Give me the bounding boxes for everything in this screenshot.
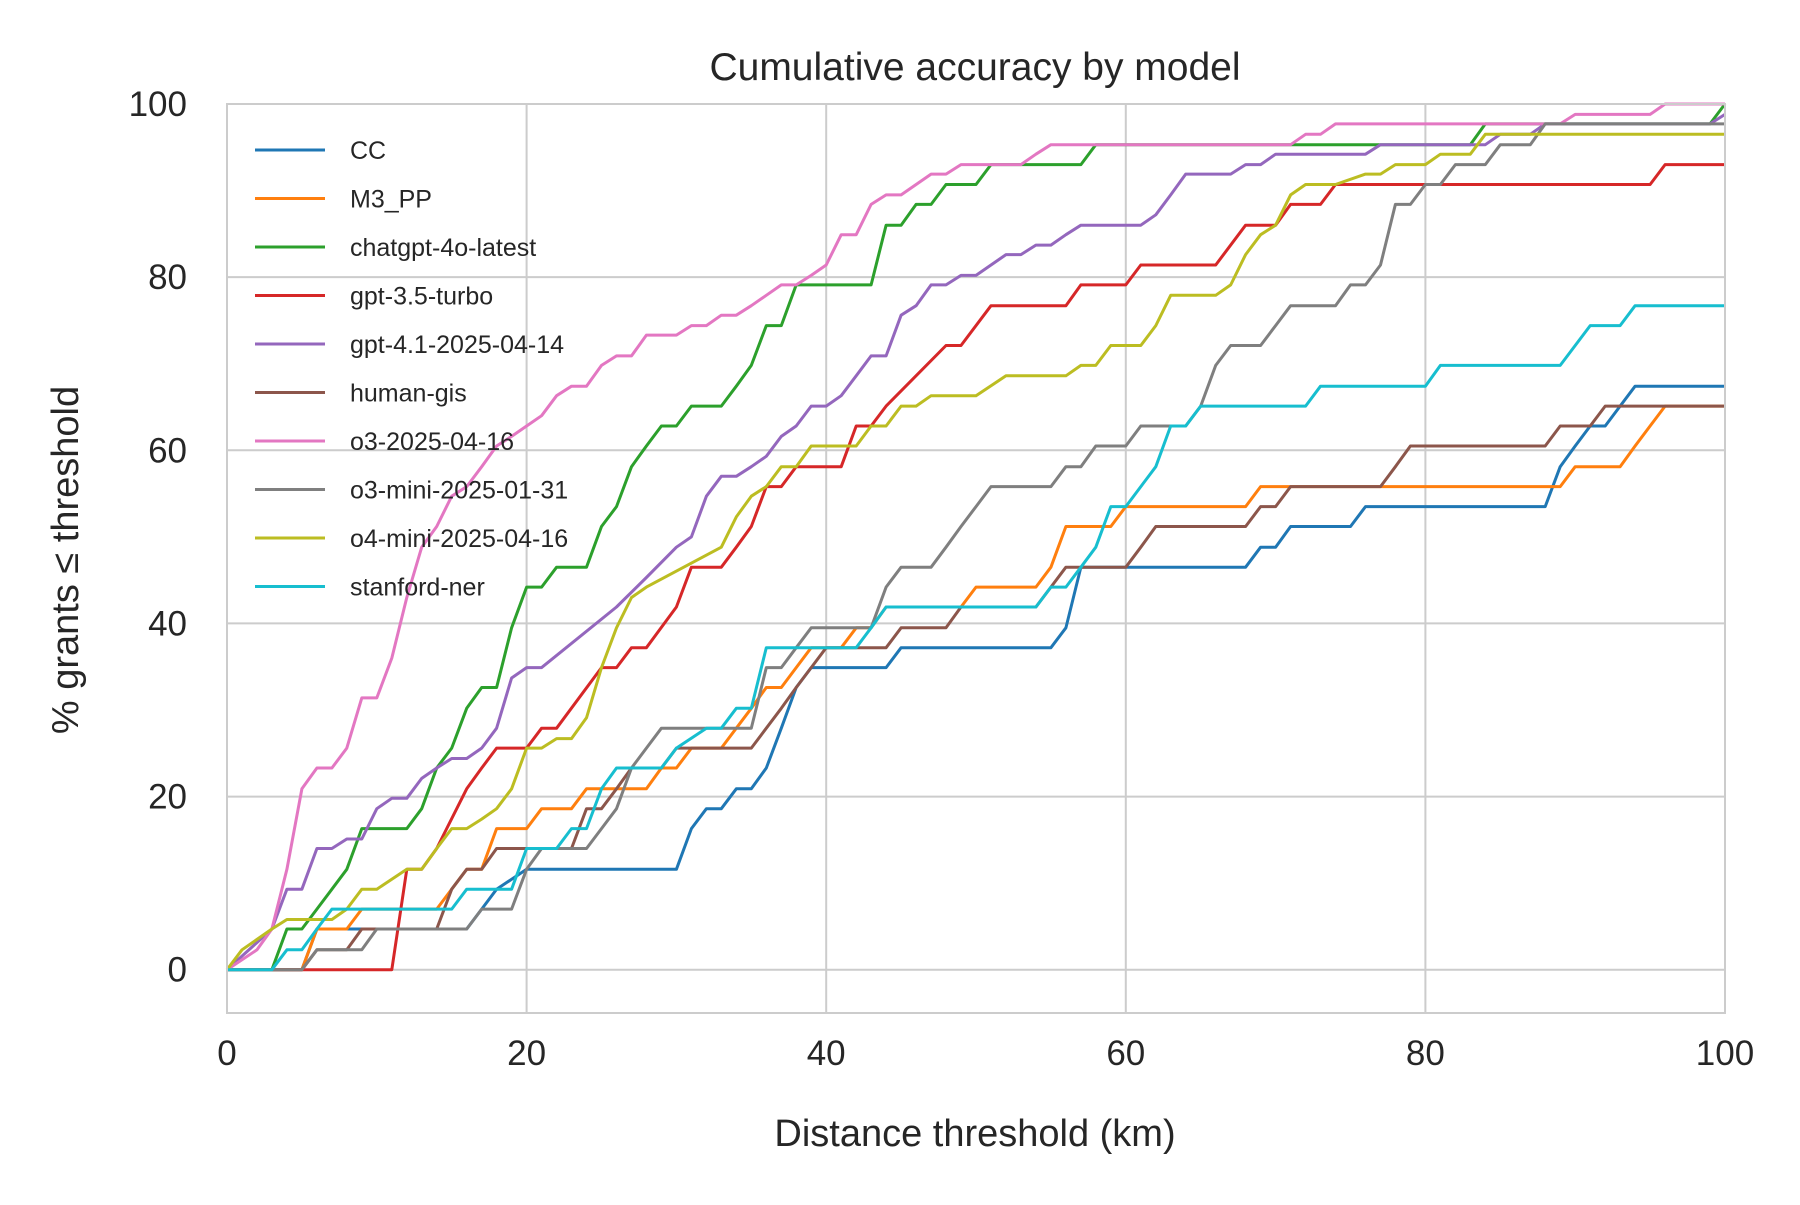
legend-label: stanford-ner (350, 574, 485, 602)
chart-title: Cumulative accuracy by model (709, 46, 1240, 89)
x-tick-label: 60 (1106, 1034, 1145, 1073)
series-line-9 (227, 304, 1725, 972)
plot-frame (226, 103, 1726, 1014)
y-tick-label: 40 (148, 604, 187, 643)
legend: CC M3_PP chatgpt-4o-latest gpt-3.5-turbo gpt… (255, 137, 568, 602)
x-tick-label: 100 (1696, 1034, 1754, 1073)
series-line-8 (225, 132, 1725, 971)
x-axis-label: Distance threshold (km) (774, 1113, 1175, 1155)
x-tick-label: 0 (217, 1034, 236, 1073)
y-axis-label: % grants ≤ threshold (45, 386, 87, 734)
legend-label: M3_PP (350, 186, 432, 214)
legend-label: chatgpt-4o-latest (350, 234, 536, 262)
series-lines (225, 102, 1727, 972)
series-line-4 (225, 113, 1726, 971)
series-line-6 (226, 102, 1725, 971)
y-tick-label: 100 (129, 85, 187, 124)
series-line-3 (227, 163, 1725, 972)
legend-label: o3-2025-04-16 (350, 428, 514, 456)
series-line-2 (227, 103, 1727, 972)
y-tick-label: 20 (148, 778, 187, 817)
legend-label: gpt-4.1-2025-04-14 (350, 331, 564, 359)
legend-label: o4-mini-2025-04-16 (350, 525, 568, 553)
x-tick-label: 20 (507, 1034, 546, 1073)
y-tick-label: 0 (168, 951, 187, 990)
y-tick-label: 80 (148, 258, 187, 297)
legend-label: CC (350, 137, 386, 165)
series-line-5 (227, 404, 1725, 972)
tick-labels: 0 20 40 60 80 100 0 20 40 60 80 100 (129, 85, 1755, 1073)
y-tick-label: 60 (148, 431, 187, 470)
legend-label: o3-mini-2025-01-31 (350, 477, 568, 505)
x-tick-label: 40 (807, 1034, 846, 1073)
legend-label: gpt-3.5-turbo (350, 283, 493, 311)
x-tick-label: 80 (1406, 1034, 1445, 1073)
legend-label: human-gis (350, 380, 467, 408)
